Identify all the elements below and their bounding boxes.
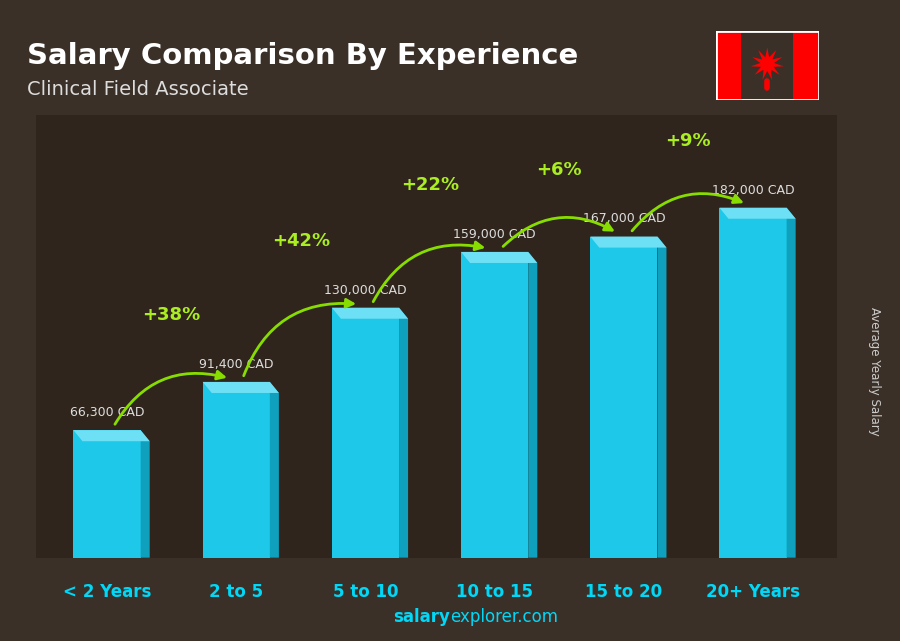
Polygon shape	[751, 47, 784, 80]
Text: +22%: +22%	[401, 176, 459, 194]
Text: +9%: +9%	[666, 132, 711, 150]
Polygon shape	[590, 237, 667, 247]
Text: Salary Comparison By Experience: Salary Comparison By Experience	[27, 42, 578, 70]
Text: 130,000 CAD: 130,000 CAD	[324, 283, 407, 297]
Polygon shape	[399, 308, 408, 558]
Polygon shape	[461, 252, 537, 263]
Polygon shape	[719, 208, 787, 558]
Polygon shape	[74, 430, 149, 441]
Polygon shape	[528, 252, 537, 558]
Polygon shape	[332, 308, 399, 558]
Polygon shape	[793, 31, 819, 100]
Polygon shape	[716, 31, 742, 100]
Polygon shape	[461, 252, 528, 558]
Text: 91,400 CAD: 91,400 CAD	[199, 358, 274, 371]
Polygon shape	[719, 208, 796, 219]
Text: 66,300 CAD: 66,300 CAD	[70, 406, 144, 419]
Text: salary: salary	[393, 608, 450, 626]
Text: 159,000 CAD: 159,000 CAD	[454, 228, 536, 241]
Polygon shape	[202, 382, 270, 558]
Polygon shape	[657, 237, 667, 558]
Polygon shape	[140, 430, 149, 558]
Text: +38%: +38%	[142, 306, 201, 324]
Text: Clinical Field Associate: Clinical Field Associate	[27, 80, 248, 99]
Polygon shape	[332, 308, 408, 319]
Text: Average Yearly Salary: Average Yearly Salary	[868, 308, 881, 436]
Polygon shape	[74, 430, 140, 558]
Text: explorer.com: explorer.com	[450, 608, 558, 626]
Text: +42%: +42%	[272, 232, 330, 250]
Polygon shape	[787, 208, 796, 558]
Polygon shape	[590, 237, 657, 558]
Text: 167,000 CAD: 167,000 CAD	[582, 212, 665, 226]
Text: +6%: +6%	[536, 161, 582, 179]
Polygon shape	[270, 382, 279, 558]
Polygon shape	[202, 382, 279, 393]
Text: 182,000 CAD: 182,000 CAD	[712, 183, 795, 197]
